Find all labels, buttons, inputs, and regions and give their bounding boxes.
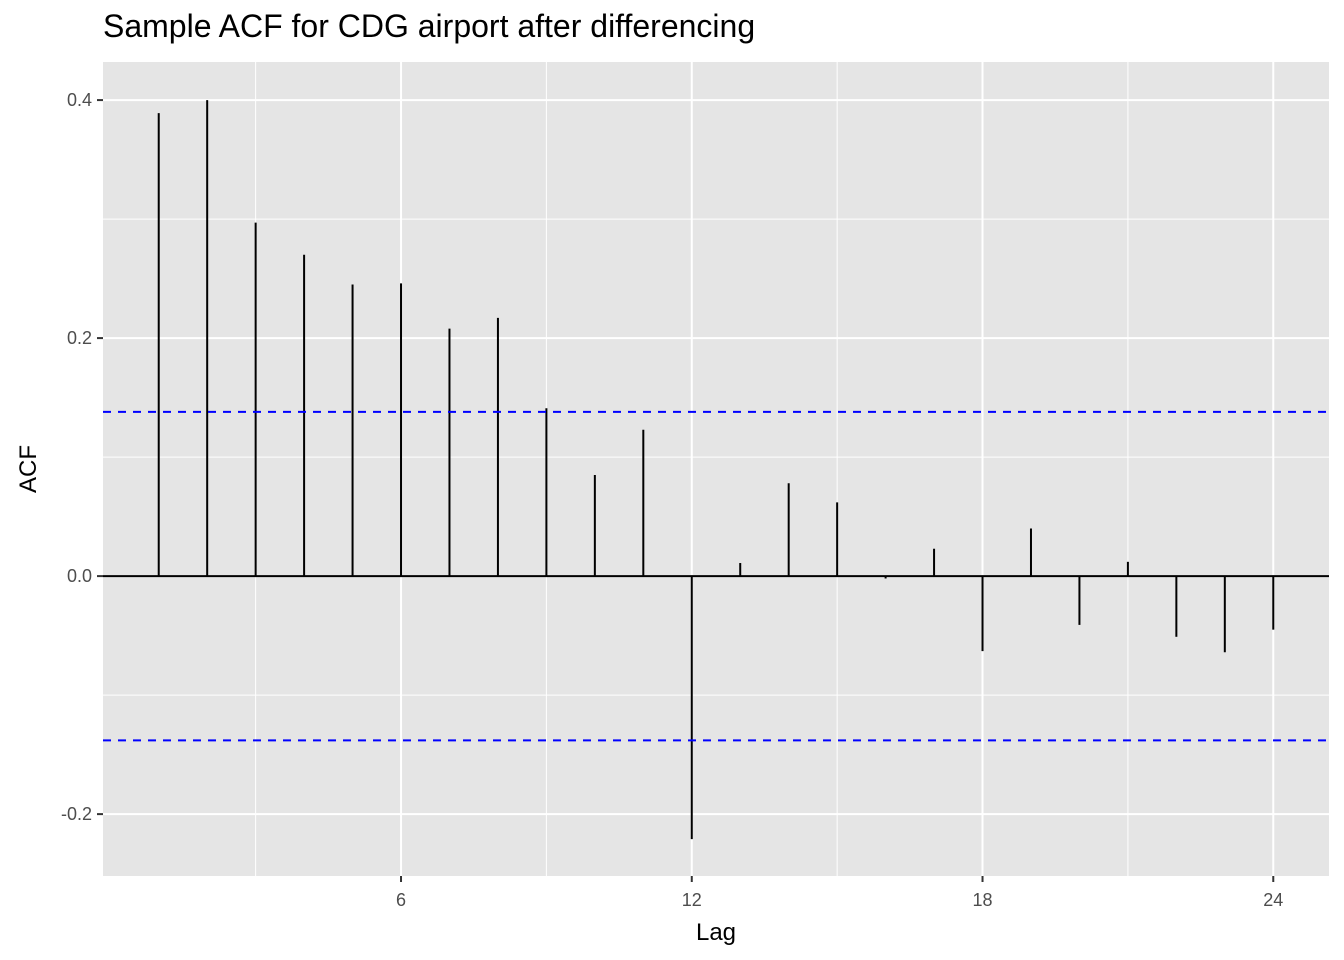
x-tick-label: 6: [396, 890, 406, 910]
y-tick-label: -0.2: [61, 804, 92, 824]
y-axis-ticks: -0.2 0.0 0.2 0.4: [61, 90, 103, 824]
y-tick-label: 0.2: [67, 328, 92, 348]
plot-panel: [103, 62, 1329, 876]
x-tick-label: 12: [682, 890, 702, 910]
x-tick-label: 18: [973, 890, 993, 910]
acf-bars: [157, 100, 1275, 840]
x-axis-title: Lag: [696, 919, 736, 946]
confidence-lines: [103, 410, 1329, 742]
chart-title: Sample ACF for CDG airport after differe…: [103, 8, 756, 44]
x-axis-ticks: 6 12 18 24: [396, 876, 1283, 910]
x-tick-label: 24: [1263, 890, 1283, 910]
y-tick-label: 0.4: [67, 90, 92, 110]
y-axis-title: ACF: [15, 445, 42, 493]
y-tick-label: 0.0: [67, 566, 92, 586]
